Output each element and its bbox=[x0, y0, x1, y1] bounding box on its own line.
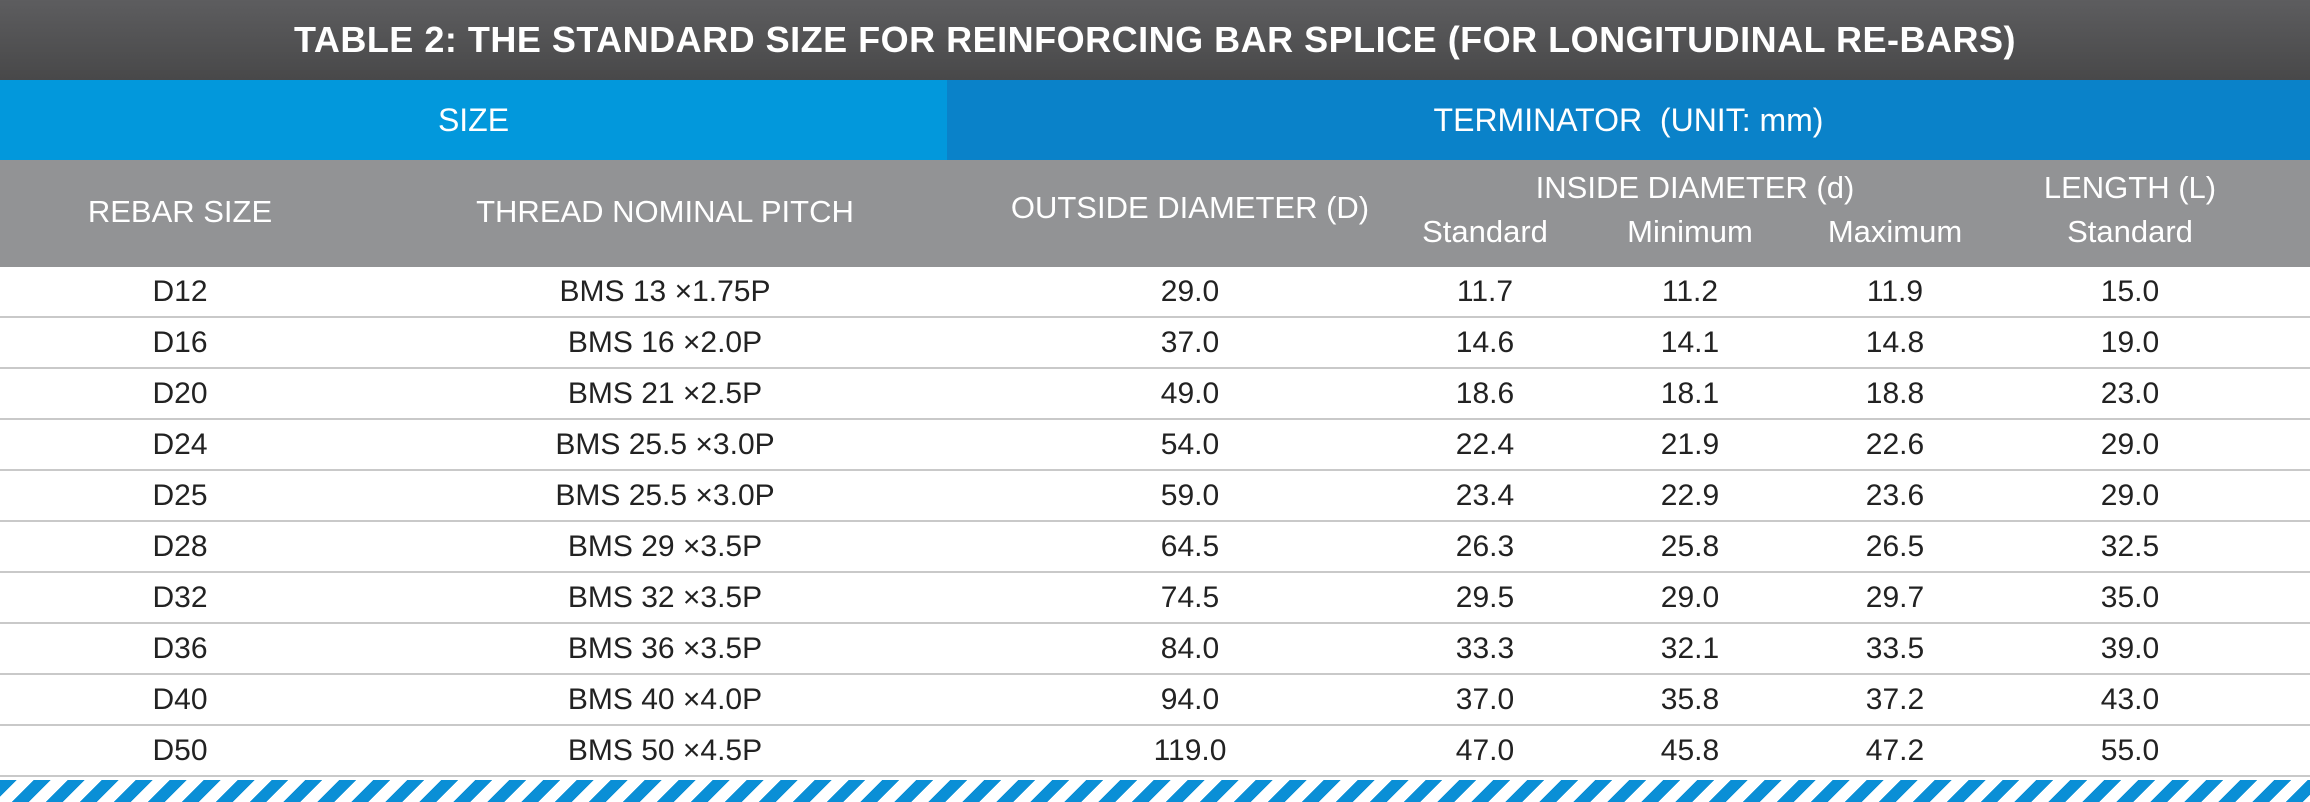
group-header-row: SIZE TERMINATOR (UNIT: mm) bbox=[0, 80, 2310, 160]
cell-inside-maximum: 26.5 bbox=[1865, 530, 1925, 563]
cell-outside-diameter: 94.0 bbox=[1160, 683, 1220, 716]
cell-inside-maximum: 33.5 bbox=[1865, 632, 1925, 665]
header-inside-maximum: Maximum bbox=[1827, 214, 1963, 249]
cell-inside-minimum: 21.9 bbox=[1660, 428, 1720, 461]
cell-outside-diameter: 84.0 bbox=[1160, 632, 1220, 665]
cell-thread-pitch: BMS 25.5 ×3.0P bbox=[555, 479, 775, 512]
cell-inside-standard: 26.3 bbox=[1455, 530, 1515, 563]
cell-inside-standard: 11.7 bbox=[1456, 275, 1514, 308]
cell-thread-pitch: BMS 40 ×4.0P bbox=[567, 683, 763, 716]
header-inside-standard: Standard bbox=[1422, 214, 1548, 249]
cell-outside-diameter: 49.0 bbox=[1160, 377, 1220, 410]
table-row: D40 BMS 40 ×4.0P 94.0 37.0 35.8 37.2 43.0 bbox=[0, 675, 2310, 726]
header-thread-nominal-pitch: THREAD NOMINAL PITCH bbox=[476, 194, 854, 229]
header-length-standard: Standard bbox=[2067, 214, 2193, 249]
cell-length-standard: 29.0 bbox=[2100, 479, 2160, 512]
cell-inside-maximum: 18.8 bbox=[1865, 377, 1925, 410]
cell-inside-minimum: 32.1 bbox=[1660, 632, 1720, 665]
cell-inside-minimum: 35.8 bbox=[1660, 683, 1720, 716]
cell-rebar-size: D28 bbox=[152, 530, 208, 563]
cell-inside-standard: 33.3 bbox=[1455, 632, 1515, 665]
cell-rebar-size: D32 bbox=[152, 581, 208, 614]
cell-inside-standard: 47.0 bbox=[1455, 734, 1515, 767]
cell-thread-pitch: BMS 50 ×4.5P bbox=[567, 734, 763, 767]
size-group-header: SIZE bbox=[0, 80, 947, 160]
cell-inside-standard: 18.6 bbox=[1455, 377, 1515, 410]
table-row: D36 BMS 36 ×3.5P 84.0 33.3 32.1 33.5 39.0 bbox=[0, 624, 2310, 675]
cell-inside-maximum: 22.6 bbox=[1865, 428, 1925, 461]
cell-thread-pitch: BMS 25.5 ×3.0P bbox=[555, 428, 775, 461]
cell-outside-diameter: 119.0 bbox=[1153, 734, 1227, 767]
cell-inside-maximum: 29.7 bbox=[1865, 581, 1925, 614]
cell-inside-minimum: 45.8 bbox=[1660, 734, 1720, 767]
cell-outside-diameter: 64.5 bbox=[1160, 530, 1220, 563]
cell-rebar-size: D16 bbox=[152, 326, 208, 359]
cell-thread-pitch: BMS 32 ×3.5P bbox=[567, 581, 763, 614]
cell-rebar-size: D20 bbox=[152, 377, 208, 410]
cell-rebar-size: D24 bbox=[152, 428, 208, 461]
cell-thread-pitch: BMS 21 ×2.5P bbox=[567, 377, 763, 410]
cell-inside-maximum: 14.8 bbox=[1865, 326, 1925, 359]
table-row: D16 BMS 16 ×2.0P 37.0 14.6 14.1 14.8 19.0 bbox=[0, 318, 2310, 369]
table-title: TABLE 2: THE STANDARD SIZE FOR REINFORCI… bbox=[0, 0, 2310, 80]
cell-outside-diameter: 74.5 bbox=[1160, 581, 1220, 614]
cell-inside-maximum: 47.2 bbox=[1865, 734, 1925, 767]
cell-outside-diameter: 54.0 bbox=[1160, 428, 1220, 461]
table-row: D32 BMS 32 ×3.5P 74.5 29.5 29.0 29.7 35.0 bbox=[0, 573, 2310, 624]
table-row: D50 BMS 50 ×4.5P 119.0 47.0 45.8 47.2 55.0 bbox=[0, 726, 2310, 777]
cell-outside-diameter: 37.0 bbox=[1160, 326, 1220, 359]
cell-rebar-size: D25 bbox=[152, 479, 208, 512]
table-row: D24 BMS 25.5 ×3.0P 54.0 22.4 21.9 22.6 29.0 bbox=[0, 420, 2310, 471]
cell-inside-standard: 37.0 bbox=[1455, 683, 1515, 716]
cell-rebar-size: D36 bbox=[152, 632, 208, 665]
cell-rebar-size: D40 bbox=[152, 683, 208, 716]
cell-outside-diameter: 29.0 bbox=[1160, 275, 1220, 308]
cell-inside-minimum: 18.1 bbox=[1660, 377, 1720, 410]
table-row: D20 BMS 21 ×2.5P 49.0 18.6 18.1 18.8 23.0 bbox=[0, 369, 2310, 420]
cell-inside-standard: 14.6 bbox=[1455, 326, 1515, 359]
cell-length-standard: 15.0 bbox=[2100, 275, 2160, 308]
table-row: D25 BMS 25.5 ×3.0P 59.0 23.4 22.9 23.6 29.0 bbox=[0, 471, 2310, 522]
cell-inside-standard: 22.4 bbox=[1455, 428, 1515, 461]
cell-rebar-size: D12 bbox=[152, 275, 208, 308]
cell-inside-maximum: 23.6 bbox=[1865, 479, 1925, 512]
table-body: D12 BMS 13 ×1.75P 29.0 11.7 11.2 11.9 15.0 D16 B… bbox=[0, 267, 2310, 777]
cell-length-standard: 43.0 bbox=[2100, 683, 2160, 716]
header-rebar-size: REBAR SIZE bbox=[87, 194, 273, 229]
cell-inside-standard: 23.4 bbox=[1455, 479, 1515, 512]
cell-length-standard: 35.0 bbox=[2100, 581, 2160, 614]
column-header-row: REBAR SIZE THREAD NOMINAL PITCH OUTSIDE … bbox=[0, 160, 2310, 267]
cell-length-standard: 32.5 bbox=[2100, 530, 2160, 563]
cell-inside-minimum: 25.8 bbox=[1660, 530, 1720, 563]
decorative-stripe-border bbox=[0, 780, 2310, 802]
cell-outside-diameter: 59.0 bbox=[1160, 479, 1220, 512]
cell-inside-minimum: 11.2 bbox=[1661, 275, 1719, 308]
table-row: D28 BMS 29 ×3.5P 64.5 26.3 25.8 26.5 32.5 bbox=[0, 522, 2310, 573]
header-outside-diameter: OUTSIDE DIAMETER (D) bbox=[1010, 190, 1370, 225]
cell-inside-standard: 29.5 bbox=[1455, 581, 1515, 614]
cell-thread-pitch: BMS 16 ×2.0P bbox=[567, 326, 763, 359]
cell-thread-pitch: BMS 29 ×3.5P bbox=[567, 530, 763, 563]
cell-inside-minimum: 22.9 bbox=[1660, 479, 1720, 512]
cell-length-standard: 55.0 bbox=[2100, 734, 2160, 767]
header-inside-diameter: INSIDE DIAMETER (d) bbox=[1535, 170, 1855, 205]
cell-rebar-size: D50 bbox=[152, 734, 208, 767]
terminator-group-header: TERMINATOR (UNIT: mm) bbox=[947, 80, 2310, 160]
cell-length-standard: 39.0 bbox=[2100, 632, 2160, 665]
table-row: D12 BMS 13 ×1.75P 29.0 11.7 11.2 11.9 15.0 bbox=[0, 267, 2310, 318]
cell-length-standard: 19.0 bbox=[2100, 326, 2160, 359]
cell-inside-maximum: 11.9 bbox=[1866, 275, 1924, 308]
cell-inside-maximum: 37.2 bbox=[1865, 683, 1925, 716]
cell-length-standard: 29.0 bbox=[2100, 428, 2160, 461]
cell-length-standard: 23.0 bbox=[2100, 377, 2160, 410]
cell-inside-minimum: 29.0 bbox=[1660, 581, 1720, 614]
header-length: LENGTH (L) bbox=[2043, 170, 2217, 205]
cell-thread-pitch: BMS 36 ×3.5P bbox=[567, 632, 763, 665]
cell-thread-pitch: BMS 13 ×1.75P bbox=[559, 275, 771, 308]
cell-inside-minimum: 14.1 bbox=[1660, 326, 1720, 359]
header-inside-minimum: Minimum bbox=[1627, 214, 1753, 249]
